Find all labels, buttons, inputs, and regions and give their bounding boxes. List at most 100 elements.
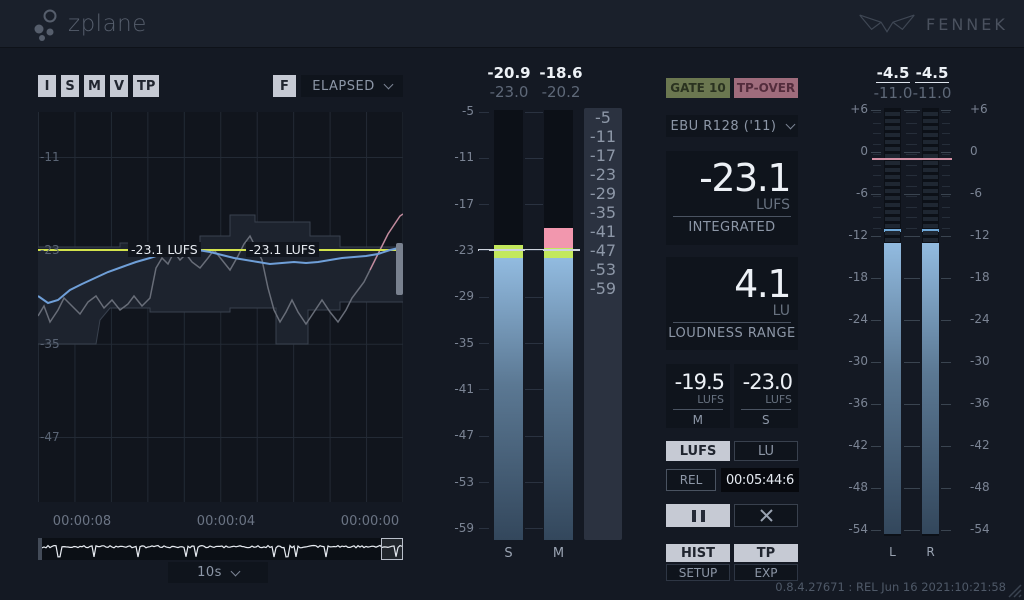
range-label: LOUDNESS RANGE: [668, 325, 796, 341]
s-meter-green-segment: [494, 245, 523, 258]
meter-tick: [479, 343, 489, 345]
meter-tick: [941, 445, 951, 447]
meter-tick: [885, 189, 900, 193]
mode-button[interactable]: V: [109, 75, 128, 97]
meter-tick: [923, 147, 938, 151]
meter-tick: [873, 206, 881, 208]
scale-label: -23: [454, 242, 474, 257]
meter-tick: [885, 175, 900, 179]
m-meter-pink-segment: [544, 228, 573, 248]
time-mode-select[interactable]: ELAPSED: [301, 75, 403, 97]
x-axis-label: 00:00:08: [52, 514, 112, 529]
meter-tick: [524, 157, 543, 159]
waveform-left-handle[interactable]: [38, 538, 42, 560]
meter-tick: [942, 217, 950, 218]
title-bar: zplane FENNEK: [0, 0, 1024, 48]
standard-select[interactable]: EBU R128 ('11): [666, 115, 798, 137]
s-meter-label: S: [504, 546, 513, 561]
short-term-label: S: [761, 413, 771, 428]
meter-tick: [903, 277, 920, 279]
meter-tick: [524, 435, 543, 437]
meter-tick: [903, 109, 920, 111]
meter-tick: [923, 154, 938, 158]
divider: [673, 215, 791, 217]
mode-button[interactable]: TP: [133, 75, 160, 97]
scale-label: -59: [589, 279, 617, 298]
meter-tick: [903, 445, 920, 447]
setup-button[interactable]: SETUP: [666, 564, 730, 581]
graph-scroll-handle[interactable]: [396, 243, 403, 295]
meter-tick: [941, 109, 951, 111]
scale-label: -41: [454, 381, 474, 396]
range-unit: LU: [772, 302, 790, 319]
m-meter-max-value: -18.6: [539, 64, 583, 82]
meter-tick: [885, 133, 900, 137]
tp-over-button[interactable]: TP-OVER: [734, 78, 798, 98]
meter-tick: [479, 528, 489, 530]
meter-tick: [923, 231, 938, 235]
integrated-value: -23.1: [699, 156, 791, 200]
meter-tick: [941, 529, 951, 531]
scale-label: -42: [848, 438, 868, 452]
chevron-down-icon: [383, 79, 394, 90]
meter-tick: [906, 154, 917, 155]
waveform-overview[interactable]: [37, 538, 403, 560]
lu-unit-button[interactable]: LU: [734, 441, 798, 461]
meter-tick: [903, 403, 920, 405]
resize-grip[interactable]: [1008, 584, 1022, 598]
meter-tick: [524, 250, 543, 252]
scale-label: 0: [970, 144, 978, 158]
scale-label: -42: [970, 438, 990, 452]
tp-tab-button[interactable]: TP: [734, 544, 798, 562]
mode-button[interactable]: S: [61, 75, 79, 97]
brand-name: zplane: [68, 11, 147, 37]
rel-button[interactable]: REL: [666, 469, 716, 491]
meter-tick: [871, 151, 881, 153]
m-meter-label: M: [552, 546, 565, 561]
freeze-button[interactable]: F: [273, 75, 296, 97]
exp-button[interactable]: EXP: [734, 564, 798, 581]
meter-tick: [903, 235, 920, 237]
meter-tick: [906, 133, 917, 134]
scale-label: -12: [848, 228, 868, 242]
meter-tick: [942, 112, 950, 113]
r-peak-bar: [922, 243, 939, 534]
close-icon: [759, 509, 773, 522]
meter-tick: [885, 182, 900, 186]
mode-button[interactable]: M: [84, 75, 105, 97]
waveform-selection[interactable]: [381, 538, 403, 560]
loudness-history-graph[interactable]: [37, 112, 404, 502]
y-axis-label: -47: [40, 430, 60, 445]
scale-label: -18: [970, 270, 990, 284]
meter-tick: [923, 210, 938, 214]
meter-tick: [524, 389, 543, 391]
target-line-label: -23.1 LUFS: [246, 242, 319, 257]
integrated-unit: LUFS: [755, 196, 790, 213]
lufs-unit-button[interactable]: LUFS: [666, 441, 730, 461]
meter-tick: [941, 403, 951, 405]
m-meter-bar: [544, 258, 573, 540]
meter-tick: [873, 175, 881, 176]
meter-tick: [903, 529, 920, 531]
meter-tick: [906, 206, 917, 208]
history-window-select[interactable]: 10s: [168, 562, 268, 583]
meter-tick: [871, 319, 881, 321]
meter-tick: [885, 126, 900, 130]
reset-button[interactable]: [734, 504, 798, 527]
meter-tick: [923, 203, 938, 207]
pause-icon: [700, 509, 705, 522]
meter-tick: [906, 196, 917, 197]
chevron-down-icon: [785, 119, 795, 130]
gate-button[interactable]: GATE 10: [666, 78, 730, 98]
hist-tab-button[interactable]: HIST: [666, 544, 730, 562]
meter-tick: [873, 196, 881, 197]
pause-button[interactable]: [666, 504, 730, 527]
scale-label: -17: [454, 196, 474, 211]
meter-tick: [873, 112, 881, 113]
chevron-down-icon: [230, 566, 241, 576]
mode-button[interactable]: I: [38, 75, 56, 97]
version-text: 0.8.4.27671 : REL Jun 16 2021:10:21:58: [775, 580, 1006, 594]
meter-tick: [885, 210, 900, 214]
waveform-svg: [37, 544, 403, 558]
